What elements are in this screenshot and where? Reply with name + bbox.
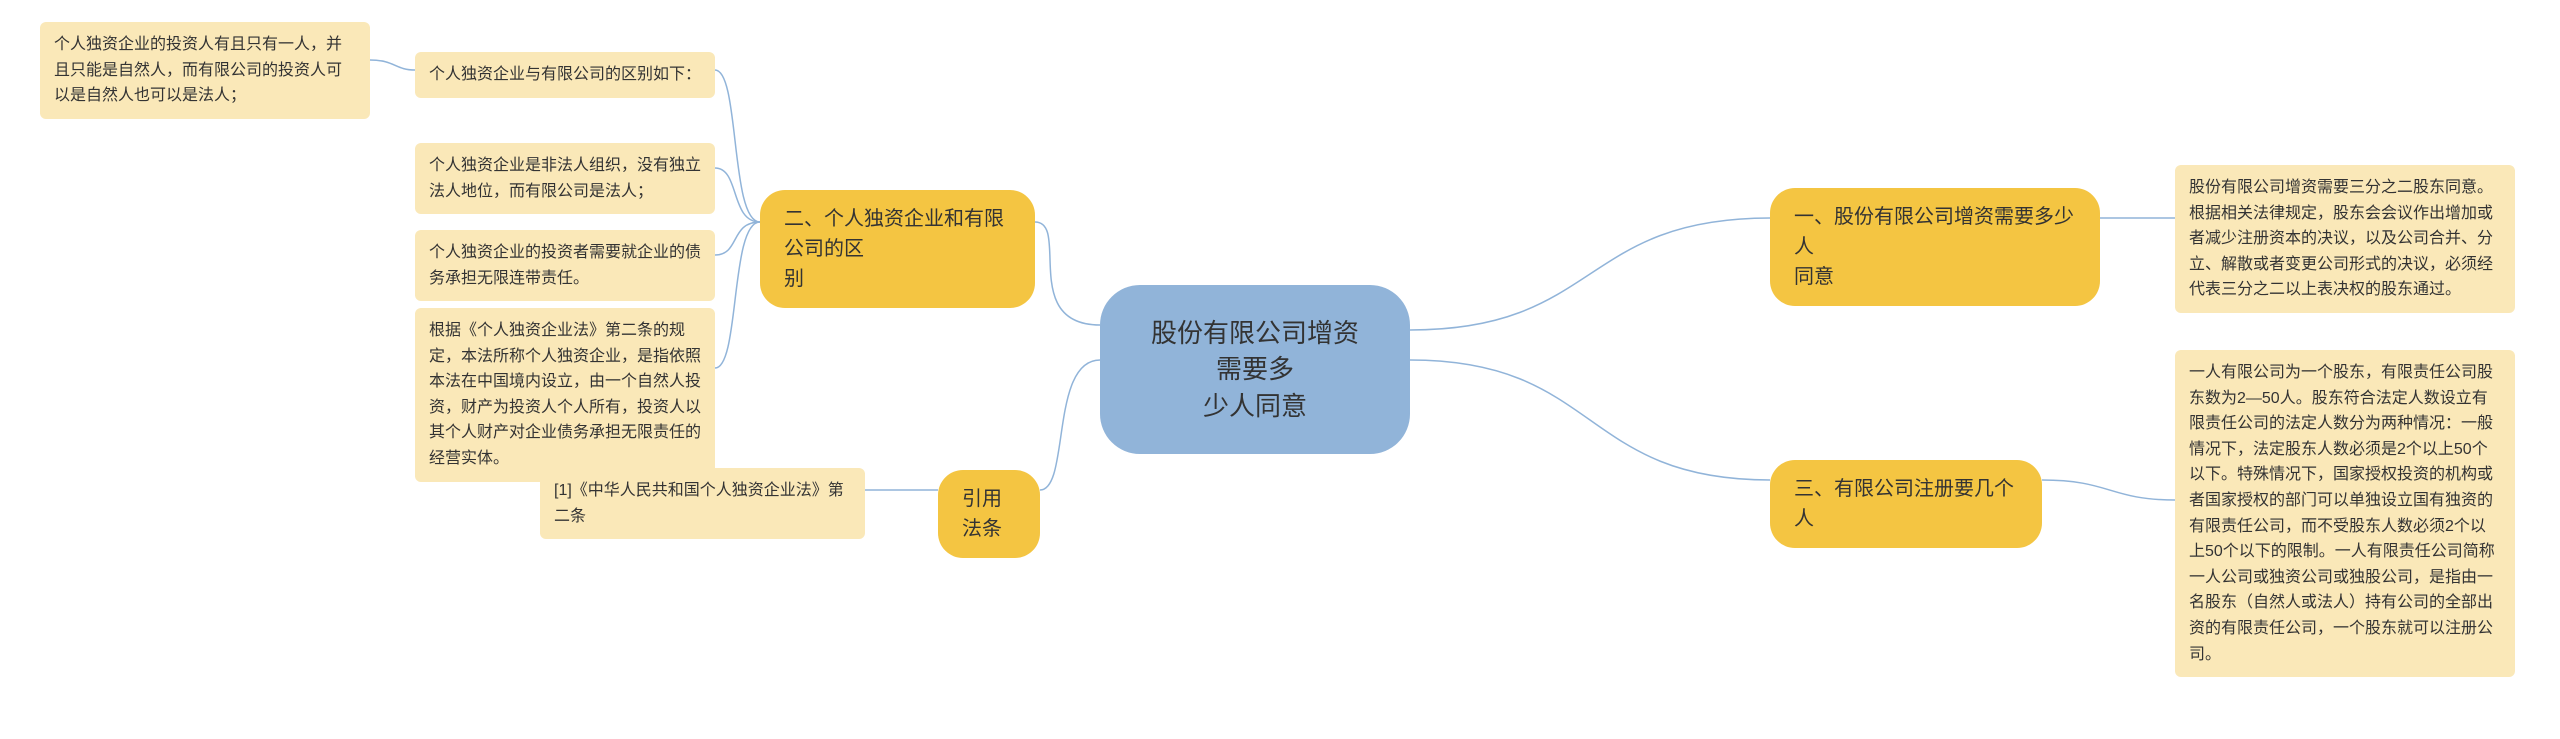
sub3: 个人独资企业的投资者需要就企业的债务承担无限连带责任。 — [415, 230, 715, 301]
root-line1: 股份有限公司增资需要多 — [1145, 315, 1365, 388]
sub2: 个人独资企业是非法人组织，没有独立法人地位，而有限公司是法人； — [415, 143, 715, 214]
branch-left-2-line2: 别 — [784, 264, 1011, 294]
branch-left-2-line1: 二、个人独资企业和有限公司的区 — [784, 204, 1011, 264]
root-node: 股份有限公司增资需要多 少人同意 — [1100, 285, 1410, 454]
branch-right-1-line2: 同意 — [1794, 262, 2076, 292]
root-line2: 少人同意 — [1145, 388, 1365, 424]
sub1-leaf: 个人独资企业的投资人有且只有一人，并且只能是自然人，而有限公司的投资人可以是自然… — [40, 22, 370, 119]
sub1-label: 个人独资企业与有限公司的区别如下： — [415, 52, 715, 98]
branch-right-1-line1: 一、股份有限公司增资需要多少人 — [1794, 202, 2076, 262]
branch-left-4: 引用法条 — [938, 470, 1040, 558]
leaf-left-4: [1]《中华人民共和国个人独资企业法》第二条 — [540, 468, 865, 539]
leaf-right-1: 股份有限公司增资需要三分之二股东同意。根据相关法律规定，股东会会议作出增加或者减… — [2175, 165, 2515, 313]
branch-right-3: 三、有限公司注册要几个人 — [1770, 460, 2042, 548]
branch-right-1: 一、股份有限公司增资需要多少人 同意 — [1770, 188, 2100, 306]
sub4: 根据《个人独资企业法》第二条的规定，本法所称个人独资企业，是指依照本法在中国境内… — [415, 308, 715, 482]
leaf-right-3: 一人有限公司为一个股东，有限责任公司股东数为2—50人。股东符合法定人数设立有限… — [2175, 350, 2515, 677]
branch-left-2: 二、个人独资企业和有限公司的区 别 — [760, 190, 1035, 308]
